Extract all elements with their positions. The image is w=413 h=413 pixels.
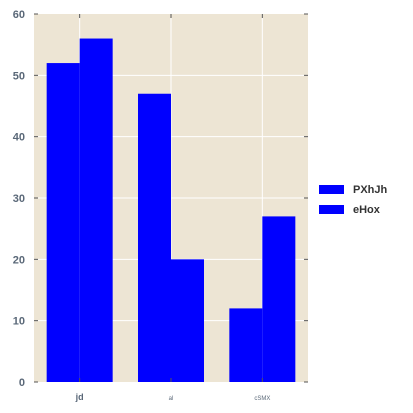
y-tick-label: 30 (13, 193, 25, 205)
y-tick-label: 40 (13, 132, 25, 144)
bar-PXhJh-cSMX (229, 308, 263, 382)
y-tick-label: 10 (13, 316, 25, 328)
x-tick-label: al (169, 396, 174, 402)
y-tick-label: 50 (13, 70, 25, 82)
legend: PXhJh eHox (319, 184, 388, 216)
x-tick-label: jd (75, 392, 84, 402)
legend-label: eHox (353, 204, 381, 216)
bar-eHox-cSMX (262, 216, 296, 382)
bar-PXhJh-al (138, 93, 171, 382)
bar-eHox-jd (79, 38, 113, 383)
x-tick-label: cSMX (254, 396, 270, 402)
bar-eHox-al (171, 259, 204, 382)
legend-swatch (319, 185, 344, 194)
bar-PXhJh-jd (46, 63, 80, 383)
bars (46, 38, 296, 383)
axes: 0 10 20 30 40 50 60 jd al cSMX (13, 9, 308, 402)
y-tick-label: 0 (19, 377, 25, 389)
legend-swatch (319, 205, 344, 214)
legend-label: PXhJh (353, 184, 388, 196)
y-tick-label: 20 (13, 254, 25, 266)
y-tick-label: 60 (13, 9, 25, 21)
